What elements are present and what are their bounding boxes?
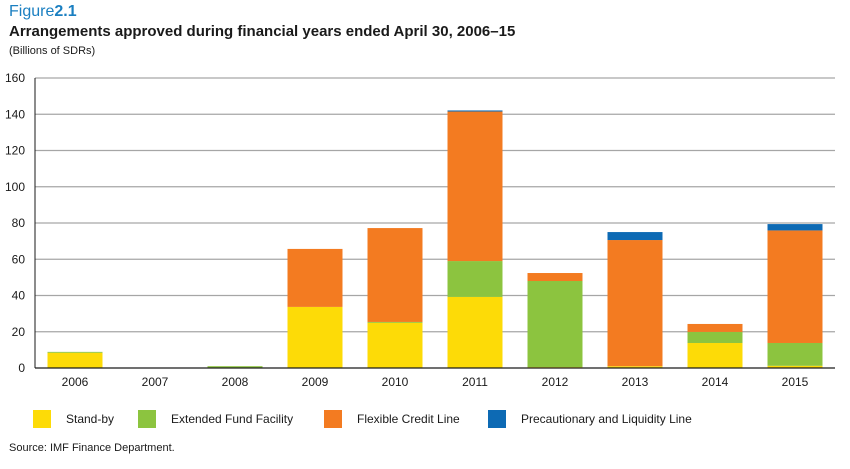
bar-segment: [287, 306, 343, 368]
legend-swatch: [324, 410, 342, 428]
bar-segment: [687, 331, 743, 343]
x-tick-label: 2013: [622, 375, 649, 389]
bar-segment: [367, 322, 423, 368]
x-tick-label: 2011: [462, 375, 488, 389]
legend-item: Precautionary and Liquidity Line: [488, 410, 692, 428]
bar-segment: [527, 281, 583, 368]
legend-item: Extended Fund Facility: [138, 410, 293, 428]
legend-label: Extended Fund Facility: [171, 412, 294, 426]
bar-segment: [767, 342, 823, 366]
bar-segment: [47, 352, 103, 368]
bar-segment: [447, 296, 503, 368]
y-tick-label: 80: [12, 216, 26, 230]
bar-segment: [607, 366, 663, 368]
legend-swatch: [138, 410, 156, 428]
legend-label: Flexible Credit Line: [357, 412, 460, 426]
x-tick-label: 2010: [382, 375, 409, 389]
bar-segment: [447, 110, 503, 112]
bar-segment: [447, 261, 503, 297]
y-tick-label: 0: [18, 361, 25, 375]
chart-title: Arrangements approved during financial y…: [9, 23, 516, 40]
legend-label: Stand-by: [66, 412, 115, 426]
chart-subtitle: (Billions of SDRs): [9, 45, 96, 57]
bar-segment: [47, 351, 103, 353]
y-tick-label: 160: [5, 71, 25, 85]
bar-segment: [607, 240, 663, 367]
bar-segment: [767, 230, 823, 343]
y-tick-label: 60: [12, 252, 26, 266]
bar-segment: [367, 321, 423, 323]
bar-segment: [687, 323, 743, 332]
x-tick-label: 2009: [302, 375, 329, 389]
bar-segment: [607, 232, 663, 241]
legend-swatch: [33, 410, 51, 428]
bar-segment: [447, 111, 503, 262]
y-tick-label: 40: [12, 289, 26, 303]
y-tick-label: 20: [12, 325, 26, 339]
legend: Stand-by Extended Fund Facility Flexible C…: [0, 410, 850, 430]
x-tick-label: 2012: [542, 375, 569, 389]
y-tick-label: 120: [5, 144, 25, 158]
bar-segment: [767, 365, 823, 368]
bar-segment: [767, 224, 823, 231]
bar-segment: [367, 228, 423, 322]
x-tick-label: 2015: [782, 375, 809, 389]
x-tick-label: 2014: [702, 375, 729, 389]
legend-label: Precautionary and Liquidity Line: [521, 412, 692, 426]
legend-swatch: [488, 410, 506, 428]
legend-item: Flexible Credit Line: [324, 410, 460, 428]
y-tick-label: 100: [5, 180, 25, 194]
bar-segment: [687, 342, 743, 368]
figure-number: 2.1: [54, 3, 77, 20]
y-tick-label: 140: [5, 107, 25, 121]
bar-segment: [207, 366, 263, 368]
figure-label: Figure2.1: [9, 3, 77, 21]
legend-item: Stand-by: [33, 410, 114, 428]
x-tick-label: 2006: [62, 375, 89, 389]
figure-prefix: Figure: [9, 3, 55, 20]
bar-segment: [287, 248, 343, 307]
x-tick-label: 2007: [142, 375, 169, 389]
source-note: Source: IMF Finance Department.: [9, 442, 175, 454]
x-tick-label: 2008: [222, 375, 249, 389]
bar-segment: [527, 273, 583, 281]
